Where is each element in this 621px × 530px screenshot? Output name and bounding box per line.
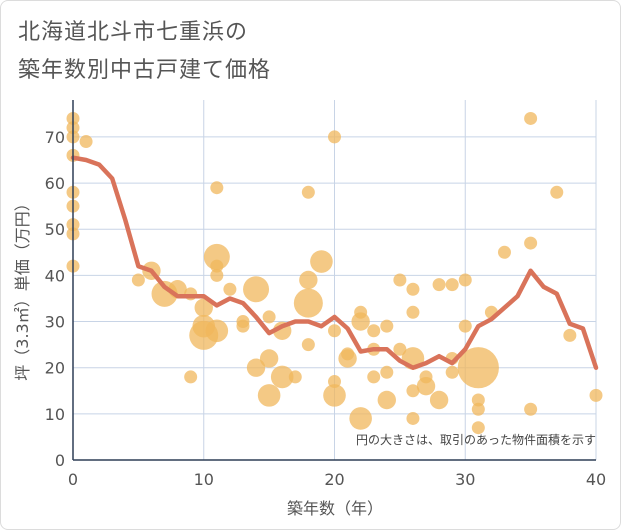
data-bubble xyxy=(589,388,603,402)
data-bubble xyxy=(299,270,318,290)
data-bubble xyxy=(236,319,250,333)
data-bubble xyxy=(524,236,538,250)
x-tick-label: 0 xyxy=(68,470,78,489)
data-bubble xyxy=(79,135,93,149)
data-bubble xyxy=(288,370,302,384)
data-bubble xyxy=(471,393,485,407)
data-bubble xyxy=(223,282,237,296)
chart-title-line1: 北海道北斗市七重浜の xyxy=(18,20,249,45)
data-bubble xyxy=(393,342,407,356)
x-tick-label: 10 xyxy=(194,470,214,489)
data-bubble xyxy=(259,349,279,368)
y-tick-label: 20 xyxy=(45,359,65,378)
data-bubble xyxy=(203,243,230,270)
data-bubble xyxy=(524,402,538,416)
y-tick-label: 30 xyxy=(45,313,65,332)
y-tick-label: 70 xyxy=(45,128,65,147)
tick-labels: 0 10 20 30 40 0 10 20 30 40 50 60 70 xyxy=(45,128,607,489)
data-bubble xyxy=(563,328,577,342)
data-bubble xyxy=(429,390,449,410)
data-bubble xyxy=(458,319,472,333)
data-bubble xyxy=(445,278,459,292)
data-bubble xyxy=(270,365,294,389)
data-bubble xyxy=(497,245,511,259)
bubble-layer xyxy=(66,111,603,435)
chart-title-line2: 築年数別中古戸建て価格 xyxy=(18,58,272,83)
data-bubble xyxy=(328,324,341,338)
data-bubble xyxy=(341,347,355,361)
data-bubble xyxy=(377,390,396,410)
data-bubble xyxy=(393,273,407,287)
y-tick-label: 50 xyxy=(45,220,65,239)
data-bubble xyxy=(131,273,145,287)
data-bubble xyxy=(328,130,341,144)
data-bubble xyxy=(367,370,381,384)
data-bubble xyxy=(194,298,213,317)
y-tick-label: 0 xyxy=(55,451,65,470)
data-bubble xyxy=(293,288,323,318)
data-bubble xyxy=(301,185,315,199)
y-axis-title: 坪（3.3㎡）単価（万円） xyxy=(13,195,32,380)
data-bubble xyxy=(184,370,198,384)
x-axis-title: 築年数（年） xyxy=(287,499,383,518)
data-bubble xyxy=(210,259,224,273)
data-bubble xyxy=(458,273,472,287)
data-bubble xyxy=(457,347,499,389)
data-bubble xyxy=(471,402,485,416)
x-tick-label: 40 xyxy=(586,470,606,489)
data-bubble xyxy=(550,185,564,199)
y-tick-label: 10 xyxy=(45,405,65,424)
data-bubble xyxy=(323,384,346,407)
data-bubble xyxy=(349,407,372,430)
x-tick-label: 20 xyxy=(324,470,344,489)
data-bubble xyxy=(351,312,370,331)
data-bubble xyxy=(243,276,270,303)
data-bubble xyxy=(471,421,485,435)
data-bubble xyxy=(524,111,538,125)
y-tick-label: 40 xyxy=(45,266,65,285)
data-bubble xyxy=(210,268,224,282)
data-bubble xyxy=(310,250,333,273)
data-bubble xyxy=(380,319,394,333)
data-bubble xyxy=(257,384,281,407)
data-bubble xyxy=(367,324,381,338)
data-bubble xyxy=(432,278,446,292)
size-note: 円の大きさは、取引のあった物件面積を示す xyxy=(356,432,596,447)
data-bubble xyxy=(246,358,266,377)
data-bubble xyxy=(416,376,436,396)
data-bubble xyxy=(406,305,420,319)
data-bubble xyxy=(406,282,420,296)
y-tick-label: 60 xyxy=(45,174,65,193)
average-line-layer xyxy=(70,155,599,370)
data-bubble xyxy=(406,384,420,398)
axes xyxy=(72,100,596,461)
data-bubble xyxy=(445,365,459,379)
data-bubble xyxy=(406,411,420,425)
data-bubble xyxy=(210,181,224,195)
data-bubble xyxy=(262,310,276,324)
data-bubble xyxy=(380,365,394,379)
data-bubble xyxy=(205,319,229,343)
average-price-line xyxy=(70,155,599,370)
x-tick-label: 30 xyxy=(455,470,475,489)
data-bubble xyxy=(301,338,315,352)
